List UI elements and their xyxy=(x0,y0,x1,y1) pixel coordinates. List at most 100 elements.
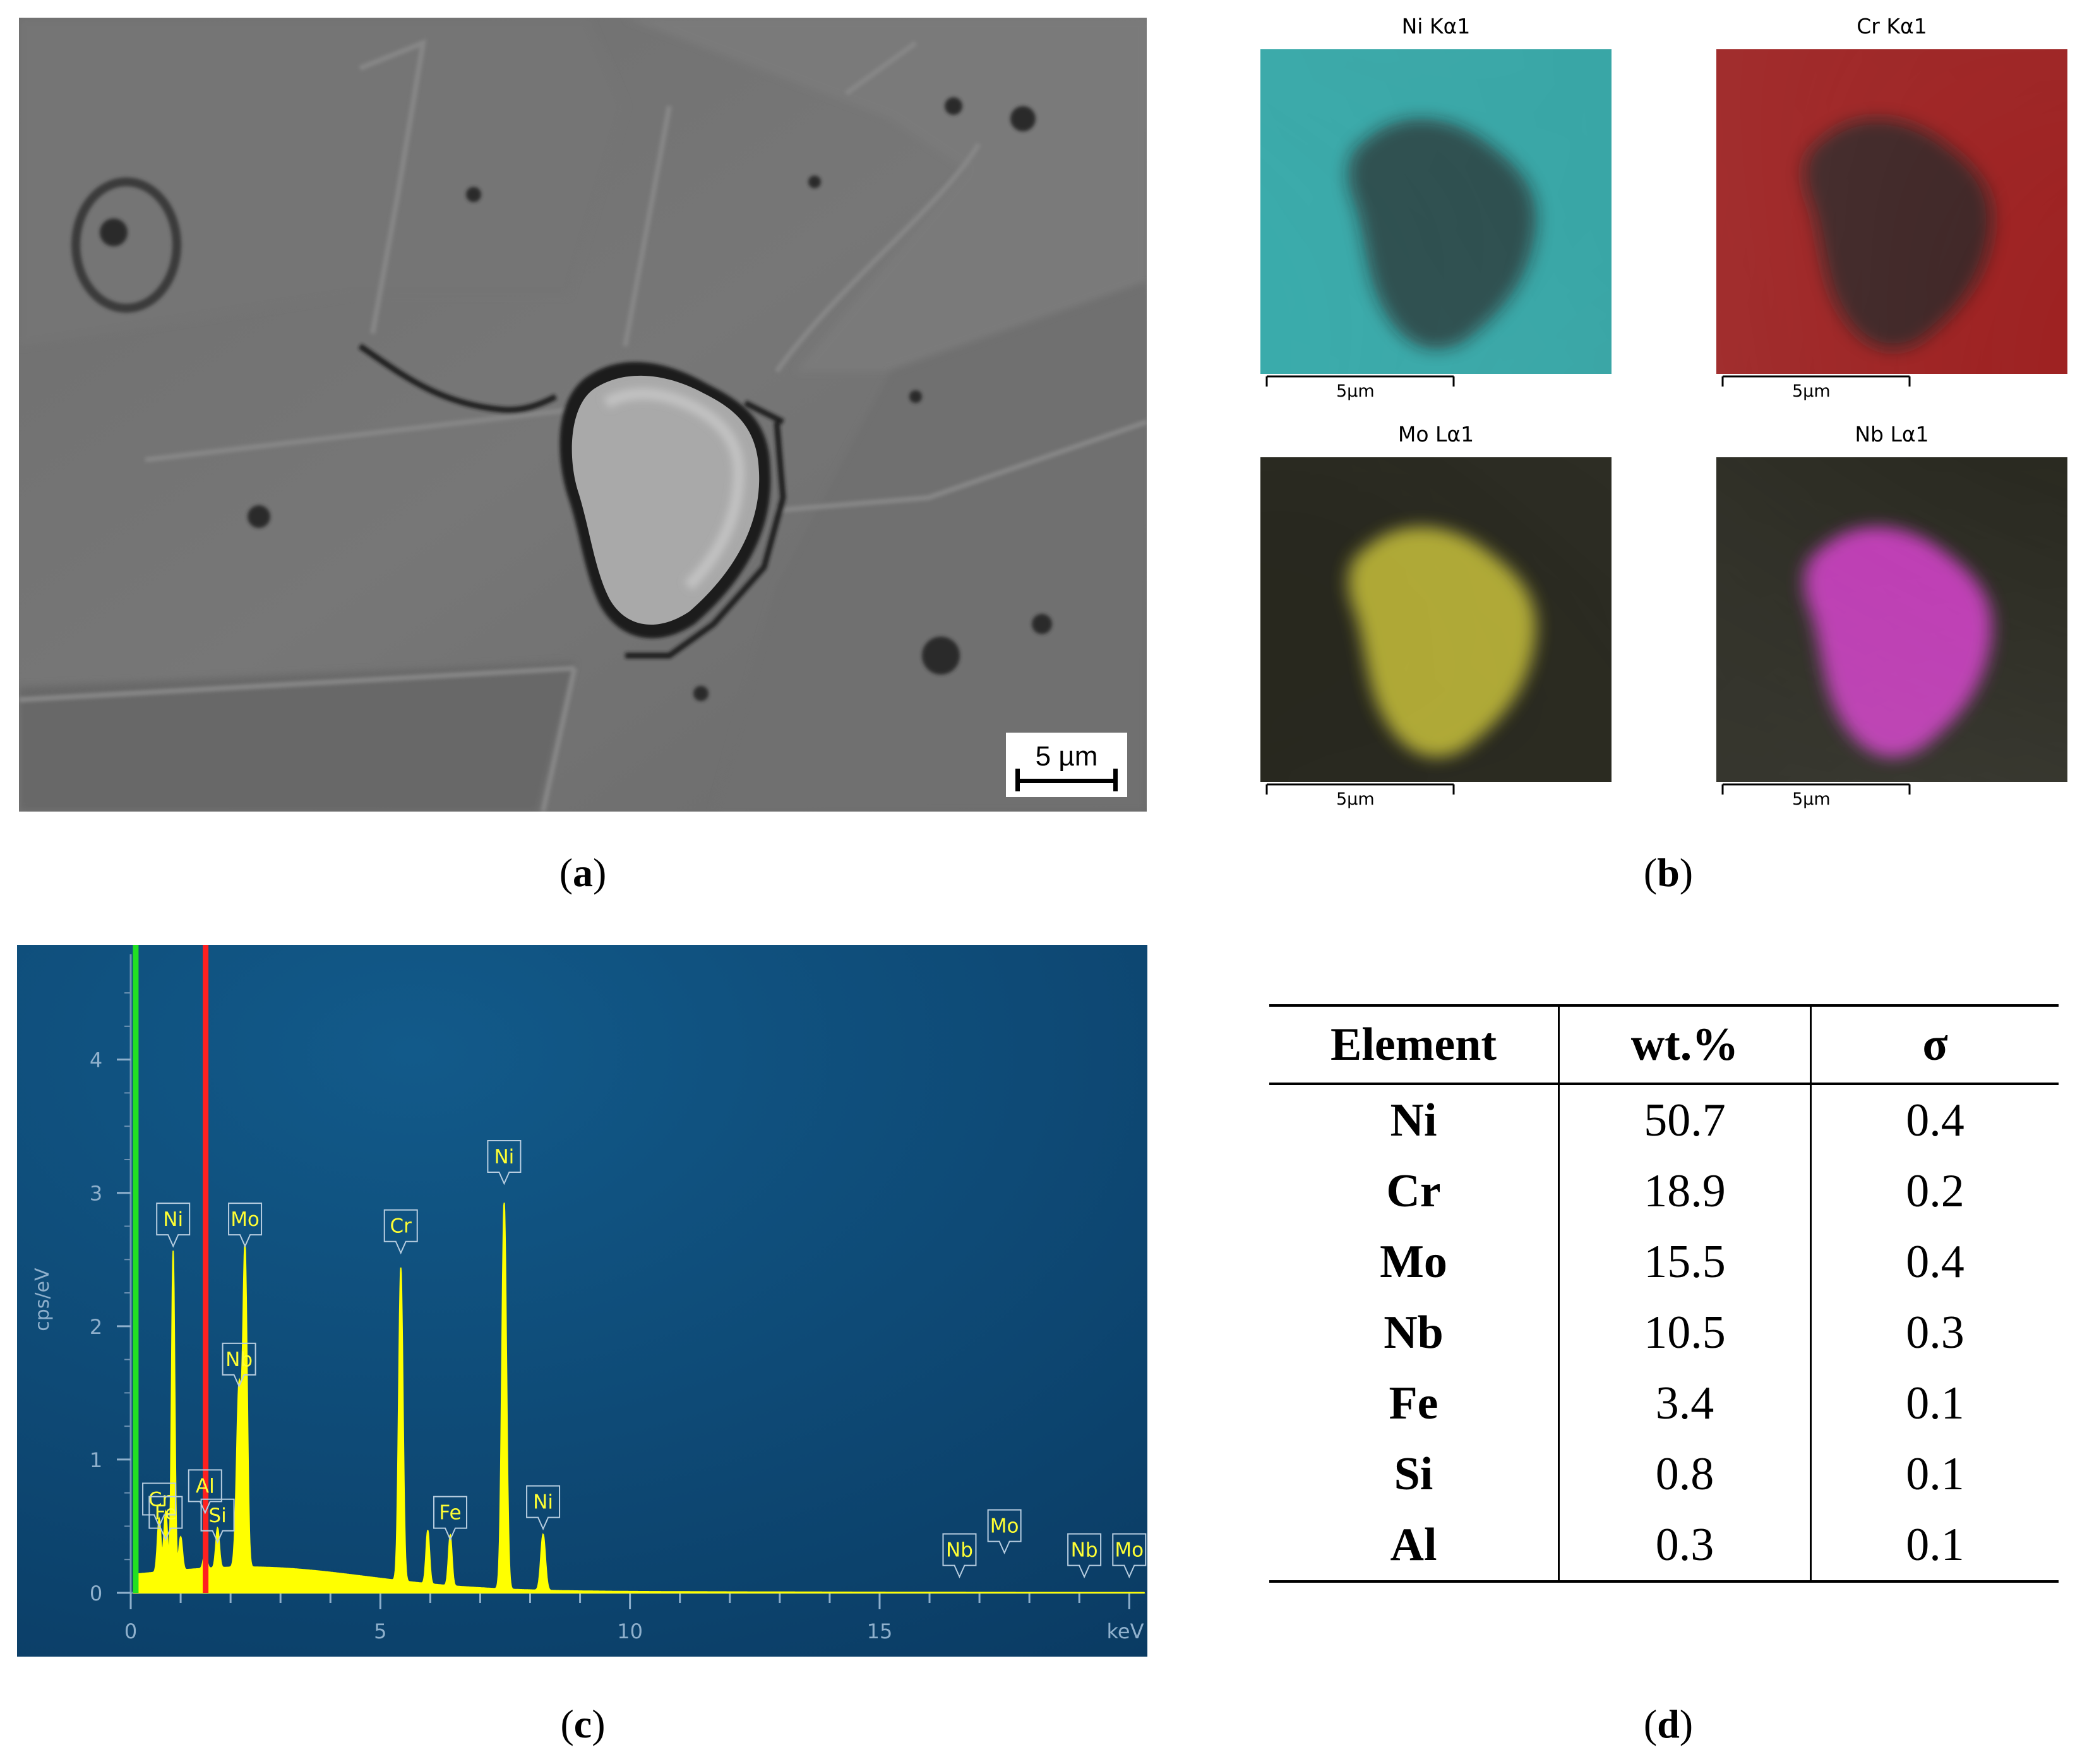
y-tick-label: 1 xyxy=(90,1448,102,1472)
element-map xyxy=(1716,457,2067,782)
peak-label-box xyxy=(188,1469,222,1515)
cell-wt: 15.5 xyxy=(1558,1227,1812,1297)
peak-label-box xyxy=(987,1509,1022,1555)
y-tick-label: 2 xyxy=(90,1315,102,1339)
cell-element: Nb xyxy=(1269,1297,1560,1368)
map-title: Ni Kα1 xyxy=(1401,14,1471,39)
table-row: Nb 10.5 0.3 xyxy=(1269,1297,2059,1368)
peak-label: Cr xyxy=(148,1488,170,1511)
cell-wt: 3.4 xyxy=(1558,1368,1812,1439)
cell-sigma: 0.2 xyxy=(1906,1165,1964,1217)
map-scale-label: 5µm xyxy=(1336,789,1375,809)
header-element: Element xyxy=(1269,1005,1560,1085)
peak-label-box xyxy=(383,1209,418,1255)
header-wt: wt.% xyxy=(1558,1005,1812,1085)
header-sigma: σ xyxy=(1810,1005,2059,1085)
table-row: Ni 50.7 0.4 xyxy=(1269,1084,2059,1156)
table-row: Si 0.8 0.1 xyxy=(1269,1439,2059,1509)
cell-element: Cr xyxy=(1269,1156,1560,1227)
table-row: Cr 18.9 0.2 xyxy=(1269,1156,2059,1227)
peak-label: Ni xyxy=(533,1491,553,1514)
cell-wt: 18.9 xyxy=(1558,1156,1812,1227)
x-tick-label: 10 xyxy=(617,1619,643,1643)
peak-label: Ni xyxy=(494,1146,514,1168)
peak-label: Nb xyxy=(1071,1539,1098,1562)
spectrum-series xyxy=(133,1203,1145,1593)
y-tick-label: 0 xyxy=(90,1581,102,1605)
element-map xyxy=(1260,49,1612,374)
element-map xyxy=(1260,457,1612,782)
sem-micrograph: 5 µm xyxy=(19,18,1147,812)
peak-label: Fe xyxy=(439,1502,461,1525)
map-scale-label: 5µm xyxy=(1792,789,1831,809)
peak-label-box xyxy=(1067,1533,1102,1579)
caption-d: (d) xyxy=(1643,1701,1694,1746)
x-axis-label: keV xyxy=(1107,1619,1144,1643)
cell-wt: 10.5 xyxy=(1558,1297,1812,1368)
sem-scale-label: 5 µm xyxy=(1036,741,1098,772)
x-tick-label: 15 xyxy=(867,1619,893,1643)
peak-label-box xyxy=(228,1203,263,1248)
table-row: Fe 3.4 0.1 xyxy=(1269,1368,2059,1439)
y-tick-label: 4 xyxy=(90,1048,102,1072)
table-row: Mo 15.5 0.4 xyxy=(1269,1227,2059,1297)
cell-wt: 0.3 xyxy=(1558,1509,1812,1583)
peak-label-box xyxy=(1112,1533,1147,1579)
peak-label-box xyxy=(433,1496,468,1542)
peak-label: Ni xyxy=(163,1208,183,1231)
sem-scale-bar: 5 µm xyxy=(1006,733,1127,797)
peak-label-box xyxy=(526,1485,561,1531)
map-title: Cr Kα1 xyxy=(1857,14,1927,39)
cell-sigma: 0.1 xyxy=(1906,1377,1964,1429)
peak-label-box xyxy=(156,1203,191,1248)
peak-label: Nb xyxy=(946,1539,973,1562)
y-tick-label: 3 xyxy=(90,1182,102,1206)
map-image xyxy=(1716,49,2067,374)
composition-table: Element wt.% σ Ni 50.7 0.4 Cr 18.9 0.2 Mo 15.5 0… xyxy=(1269,1004,2059,1583)
peak-label-box xyxy=(487,1139,522,1185)
peak-label: Al xyxy=(196,1475,215,1497)
peak-label: Fe xyxy=(155,1502,177,1525)
caption-b: (b) xyxy=(1643,850,1694,895)
map-scale-label: 5µm xyxy=(1792,381,1831,401)
map-scale-label: 5µm xyxy=(1336,381,1375,401)
cell-sigma: 0.4 xyxy=(1906,1094,1964,1146)
cell-sigma: 0.1 xyxy=(1906,1448,1964,1500)
peak-label: Mo xyxy=(990,1515,1019,1538)
cell-sigma: 0.1 xyxy=(1810,1509,2059,1583)
map-scale-bar xyxy=(1265,375,1455,387)
peak-label: Si xyxy=(208,1504,226,1527)
caption-c: (c) xyxy=(560,1701,606,1746)
peak-label: Nb xyxy=(225,1348,253,1371)
map-image xyxy=(1260,49,1612,374)
table-row: Al 0.3 0.1 xyxy=(1269,1509,2059,1583)
peak-label: Cr xyxy=(390,1215,412,1238)
map-title: Mo Lα1 xyxy=(1397,422,1474,447)
element-map xyxy=(1716,49,2067,374)
peak-label: Mo xyxy=(1115,1539,1144,1562)
cell-element: Al xyxy=(1269,1509,1560,1583)
cell-element: Mo xyxy=(1269,1227,1560,1297)
peak-label-box xyxy=(200,1498,235,1544)
y-axis-label: cps/eV xyxy=(32,1268,54,1331)
map-scale-bar xyxy=(1265,783,1455,795)
peak-label-box xyxy=(142,1482,177,1528)
map-image xyxy=(1260,457,1612,782)
map-title: Nb Lα1 xyxy=(1855,422,1929,447)
spectrum-background xyxy=(17,945,1147,1657)
sem-image: 5 µm xyxy=(19,18,1147,812)
peak-label-box xyxy=(148,1496,183,1542)
table-header-row: Element wt.% σ xyxy=(1269,1005,2059,1085)
map-scale-bar xyxy=(1721,783,1911,795)
peak-label: Mo xyxy=(230,1208,260,1231)
cell-element: Fe xyxy=(1269,1368,1560,1439)
map-image xyxy=(1716,457,2067,782)
peak-label-box xyxy=(942,1533,977,1579)
cell-wt: 50.7 xyxy=(1558,1084,1812,1156)
cell-wt: 0.8 xyxy=(1558,1439,1812,1509)
eds-spectrum-chart: 0 1 2 3 4 0 5 10 15 keV cps/eV Cr Fe Ni Al Si Nb Mo Cr Fe Ni… xyxy=(17,945,1147,1657)
map-scale-bar xyxy=(1721,375,1911,387)
peak-label-box xyxy=(222,1342,256,1388)
x-tick-label: 5 xyxy=(374,1619,386,1643)
cell-element: Si xyxy=(1269,1439,1560,1509)
